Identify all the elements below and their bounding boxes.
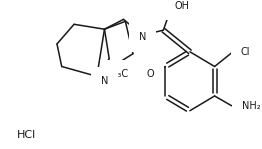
- Text: N: N: [139, 32, 146, 42]
- Text: N: N: [101, 76, 108, 86]
- Text: NH₂: NH₂: [242, 101, 261, 111]
- Text: Cl: Cl: [240, 47, 250, 57]
- Text: H₃C: H₃C: [110, 69, 128, 79]
- Text: H: H: [139, 26, 146, 35]
- Text: O: O: [146, 69, 154, 79]
- Text: OH: OH: [175, 1, 190, 11]
- Text: HCl: HCl: [17, 130, 36, 140]
